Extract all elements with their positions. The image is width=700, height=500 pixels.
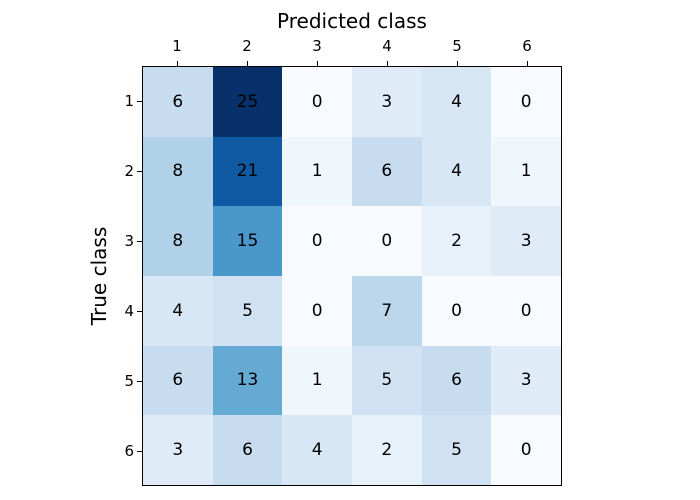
heatmap-cell-r2-c6: 1 (491, 136, 561, 207)
heatmap-cell-r1-c1: 6 (143, 67, 213, 137)
x-tick-label: 4 (382, 37, 392, 55)
x-tick-mark (387, 61, 388, 66)
heatmap-cell-r1-c2: 25 (212, 67, 283, 137)
heatmap-cell-r3-c4: 0 (351, 206, 422, 276)
heatmap-cell-r5-c3: 1 (282, 345, 352, 416)
x-tick-label: 5 (452, 37, 462, 55)
heatmap-cell-r5-c2: 13 (212, 345, 283, 416)
heatmap-cell-r4-c2: 5 (212, 275, 283, 346)
y-tick-mark (137, 101, 142, 102)
x-tick-label: 6 (522, 37, 532, 55)
heatmap-cell-r5-c1: 6 (143, 345, 213, 416)
y-tick-label: 1 (124, 92, 134, 110)
x-tick-label: 2 (242, 37, 252, 55)
heatmap-cell-r6-c5: 5 (421, 415, 492, 485)
heatmap-cell-r3-c5: 2 (421, 206, 492, 276)
y-tick-label: 4 (124, 302, 134, 320)
heatmap-cell-r2-c5: 4 (421, 136, 492, 207)
x-tick-mark (317, 61, 318, 66)
heatmap-cell-r6-c2: 6 (212, 415, 283, 485)
heatmap-cell-r6-c6: 0 (491, 415, 561, 485)
heatmap-cell-r2-c1: 8 (143, 136, 213, 207)
heatmap-cell-r6-c1: 3 (143, 415, 213, 485)
heatmap-cell-r2-c4: 6 (351, 136, 422, 207)
heatmap-cell-r3-c6: 3 (491, 206, 561, 276)
heatmap-cell-r1-c6: 0 (491, 67, 561, 137)
heatmap-cell-r3-c2: 15 (212, 206, 283, 276)
x-tick-label: 1 (172, 37, 182, 55)
y-tick-mark (137, 171, 142, 172)
y-tick-label: 5 (124, 372, 134, 390)
y-tick-mark (137, 451, 142, 452)
heatmap-cell-r4-c4: 7 (351, 275, 422, 346)
x-tick-label: 3 (312, 37, 322, 55)
y-tick-label: 2 (124, 162, 134, 180)
y-tick-mark (137, 381, 142, 382)
x-axis-title: Predicted class (277, 9, 427, 33)
heatmap-cell-r3-c3: 0 (282, 206, 352, 276)
heatmap-cell-r4-c6: 0 (491, 275, 561, 346)
heatmap-cell-r3-c1: 8 (143, 206, 213, 276)
heatmap-cell-r1-c3: 0 (282, 67, 352, 137)
heatmap-cell-r6-c3: 4 (282, 415, 352, 485)
heatmap-cell-r2-c3: 1 (282, 136, 352, 207)
y-tick-labels: 1 2 3 4 5 6 (98, 66, 134, 486)
heatmap-cell-r6-c4: 2 (351, 415, 422, 485)
x-tick-mark (177, 61, 178, 66)
heatmap-cell-r2-c2: 21 (212, 136, 283, 207)
x-tick-mark (457, 61, 458, 66)
heatmap-cell-r4-c5: 0 (421, 275, 492, 346)
x-tick-mark (247, 61, 248, 66)
x-tick-labels: 1 2 3 4 5 6 (142, 37, 562, 55)
y-tick-label: 6 (124, 442, 134, 460)
x-tick-mark (527, 61, 528, 66)
heatmap-cell-r5-c4: 5 (351, 345, 422, 416)
heatmap-cell-r4-c3: 0 (282, 275, 352, 346)
heatmap-cell-r5-c6: 3 (491, 345, 561, 416)
y-tick-mark (137, 241, 142, 242)
heatmap-cell-r1-c4: 3 (351, 67, 422, 137)
heatmap-cell-r5-c5: 6 (421, 345, 492, 416)
y-tick-label: 3 (124, 232, 134, 250)
heatmap-cell-r4-c1: 4 (143, 275, 213, 346)
heatmap-grid: 6 25 0 3 4 0 8 21 1 6 4 1 8 15 0 0 2 3 4 5 0 7 0 0 6 13 1 5 6 3 3 6 4 2 5 0 (142, 66, 562, 486)
heatmap-cell-r1-c5: 4 (421, 67, 492, 137)
y-tick-mark (137, 311, 142, 312)
